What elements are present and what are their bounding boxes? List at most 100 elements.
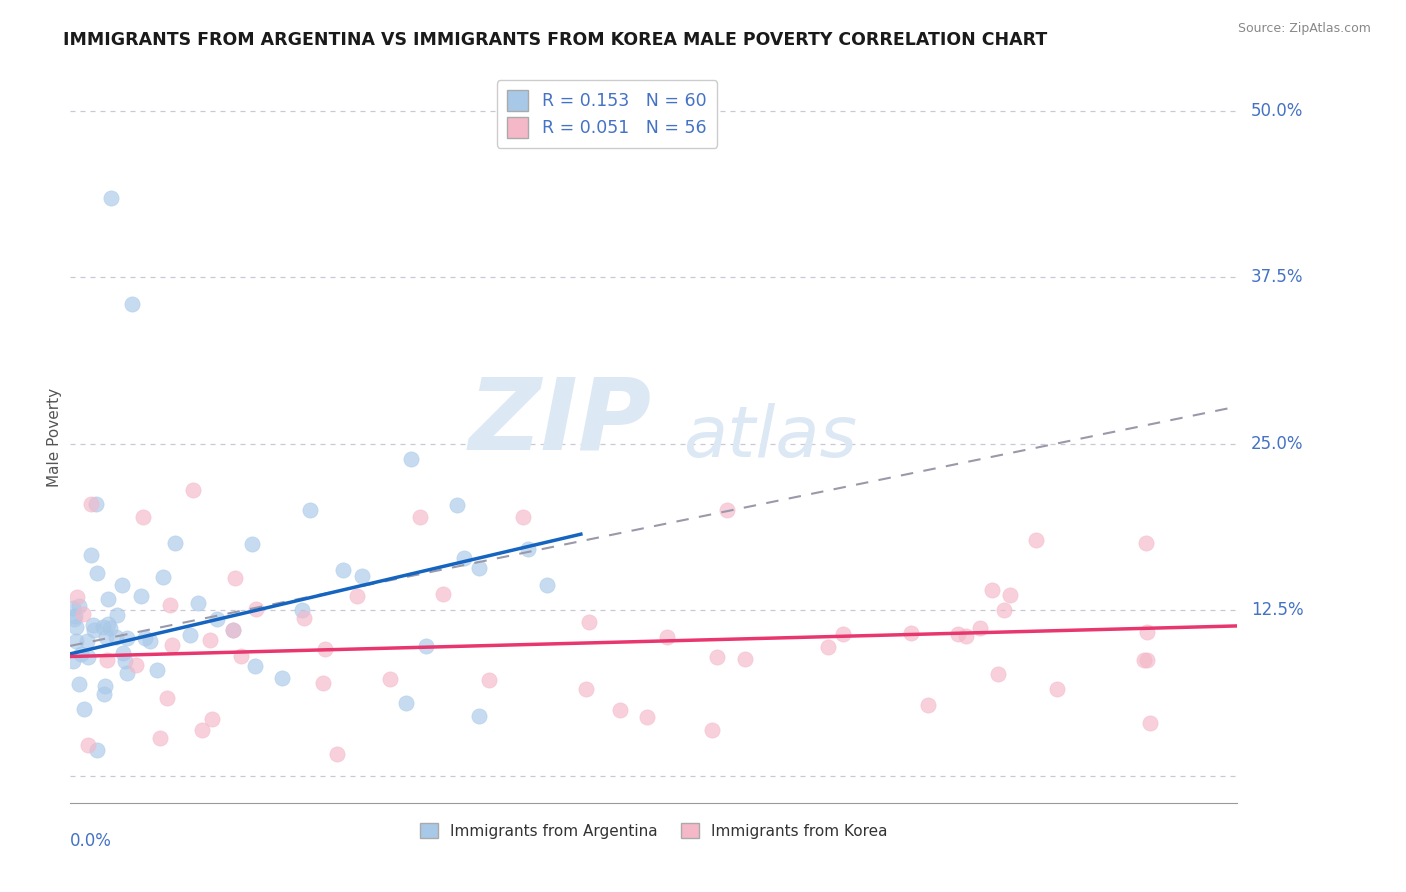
Point (409, 509, 432, 524)
Point (578, 615, 600, 629)
Point (65, 633, 87, 648)
Point (84, 497, 107, 511)
Point (83, 623, 105, 637)
Point (609, 703, 631, 717)
Point (149, 731, 172, 745)
Point (124, 658, 146, 673)
Point (97, 591, 120, 606)
Point (453, 551, 475, 566)
Point (575, 681, 598, 696)
Point (146, 663, 169, 677)
Text: 37.5%: 37.5% (1251, 268, 1303, 286)
Point (415, 639, 437, 653)
Point (1025, 533, 1047, 547)
Point (432, 587, 454, 601)
Point (76, 649, 98, 664)
Point (229, 649, 252, 664)
Point (67, 677, 90, 691)
Text: 0.0%: 0.0% (70, 832, 112, 850)
Point (104, 630, 127, 644)
Point (63, 608, 86, 623)
Point (222, 623, 245, 637)
Point (62, 611, 84, 625)
Point (980, 582, 1002, 597)
Point (326, 747, 349, 761)
Point (66, 590, 89, 604)
Point (76, 634, 98, 648)
Point (105, 608, 128, 623)
Text: 25.0%: 25.0% (1251, 434, 1303, 453)
Point (917, 698, 939, 712)
Point (468, 709, 491, 723)
Point (62, 654, 84, 668)
Point (179, 628, 201, 642)
Point (115, 665, 138, 680)
Point (817, 640, 839, 654)
Point (477, 673, 499, 688)
Point (245, 659, 267, 673)
Point (350, 568, 373, 582)
Point (1046, 681, 1069, 696)
Point (163, 536, 186, 550)
Point (242, 537, 264, 551)
Point (131, 589, 153, 603)
Point (94, 679, 117, 693)
Point (111, 646, 134, 660)
Text: 50.0%: 50.0% (1251, 103, 1303, 120)
Point (93, 687, 115, 701)
Point (67, 599, 90, 613)
Point (831, 627, 853, 641)
Point (181, 483, 204, 498)
Point (86, 566, 108, 580)
Point (72, 702, 94, 716)
Point (312, 676, 335, 690)
Point (201, 712, 224, 726)
Point (114, 654, 136, 668)
Point (80, 548, 103, 562)
Point (115, 631, 138, 645)
Point (224, 571, 246, 585)
Point (98, 621, 121, 635)
Point (1136, 625, 1159, 640)
Point (314, 641, 336, 656)
Y-axis label: Male Poverty: Male Poverty (46, 387, 62, 487)
Text: 12.5%: 12.5% (1251, 601, 1303, 619)
Point (636, 709, 658, 723)
Point (998, 588, 1021, 602)
Point (132, 509, 155, 524)
Point (190, 723, 212, 737)
Point (706, 650, 728, 665)
Text: Source: ZipAtlas.com: Source: ZipAtlas.com (1237, 22, 1371, 36)
Point (205, 612, 228, 626)
Point (969, 621, 991, 635)
Legend: Immigrants from Argentina, Immigrants from Korea: Immigrants from Argentina, Immigrants fr… (412, 815, 896, 847)
Point (139, 634, 162, 648)
Point (900, 625, 922, 640)
Point (77, 738, 100, 752)
Point (97, 617, 120, 632)
Point (734, 651, 756, 665)
Point (96, 630, 118, 644)
Point (291, 603, 314, 617)
Point (82, 618, 104, 632)
Point (100, 191, 122, 205)
Point (993, 603, 1015, 617)
Point (512, 509, 534, 524)
Point (378, 672, 401, 686)
Point (93, 620, 115, 634)
Point (399, 452, 422, 467)
Point (468, 561, 491, 575)
Point (245, 602, 267, 616)
Point (160, 639, 183, 653)
Point (62, 601, 84, 615)
Text: atlas: atlas (683, 402, 858, 472)
Point (1133, 653, 1156, 667)
Point (70, 647, 93, 661)
Text: IMMIGRANTS FROM ARGENTINA VS IMMIGRANTS FROM KOREA MALE POVERTY CORRELATION CHAR: IMMIGRANTS FROM ARGENTINA VS IMMIGRANTS … (63, 31, 1047, 49)
Point (155, 691, 177, 706)
Point (187, 596, 209, 610)
Point (159, 598, 181, 612)
Point (96, 653, 118, 667)
Point (292, 611, 315, 625)
Point (517, 542, 540, 557)
